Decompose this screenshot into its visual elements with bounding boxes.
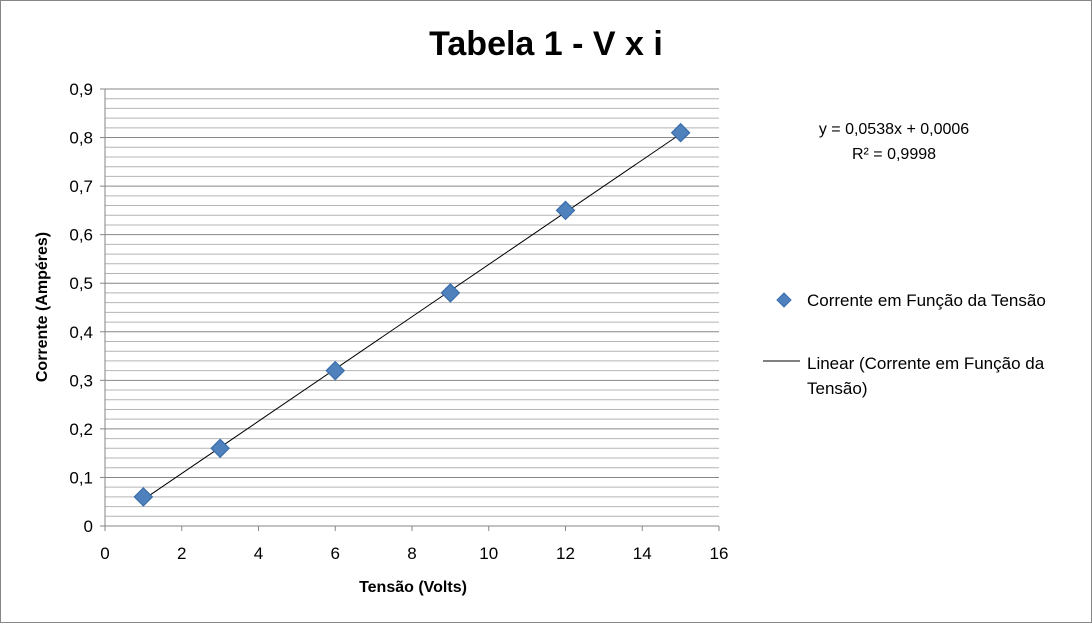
x-tick-label: 6: [331, 544, 340, 563]
x-axis-ticks: 0 2 4 6 8 10 12 14 16: [100, 526, 728, 563]
axes: [100, 89, 719, 531]
y-tick-label: 0,9: [69, 80, 93, 99]
data-point: [210, 438, 230, 459]
legend-diamond-icon: [776, 292, 792, 308]
trendline-equation: y = 0,0538x + 0,0006 R² = 0,9998: [819, 121, 969, 163]
legend-trendline-label-2: Tensão): [807, 379, 867, 398]
data-point: [133, 487, 154, 507]
y-axis-title: Corrente (Ampéres): [34, 232, 51, 382]
y-tick-label: 0,4: [69, 323, 93, 342]
trendline: [143, 133, 681, 500]
x-tick-label: 16: [710, 544, 729, 563]
y-tick-label: 0: [84, 517, 93, 536]
x-tick-label: 2: [177, 544, 186, 563]
x-tick-label: 14: [633, 544, 652, 563]
trendline-r-squared: R² = 0,9998: [852, 146, 936, 163]
chart-title: Tabela 1 - V x i: [429, 25, 663, 63]
gridlines: [105, 88, 719, 517]
x-axis-title: Tensão (Volts): [359, 579, 467, 596]
legend: Corrente em Função da Tensão Linear (Cor…: [763, 291, 1046, 398]
y-tick-label: 0,2: [69, 420, 93, 439]
legend-series-label: Corrente em Função da Tensão: [807, 291, 1046, 310]
data-point: [325, 360, 346, 381]
trendline-group: [143, 133, 681, 500]
y-tick-label: 0,5: [69, 274, 93, 293]
data-point: [670, 122, 691, 143]
x-tick-label: 8: [407, 544, 416, 563]
x-tick-label: 10: [479, 544, 498, 563]
data-point: [555, 200, 576, 221]
y-tick-label: 0,3: [69, 371, 93, 390]
trendline-equation-text: y = 0,0538x + 0,0006: [819, 121, 969, 138]
x-tick-label: 0: [100, 544, 109, 563]
legend-trendline-label-1: Linear (Corrente em Função da: [807, 354, 1045, 373]
y-axis-ticks: 0 0,1 0,2 0,3 0,4 0,5 0,6 0,7 0,8 0,9: [69, 80, 105, 536]
y-tick-label: 0,7: [69, 177, 93, 196]
x-tick-label: 4: [254, 544, 263, 563]
data-points: [133, 122, 691, 507]
y-tick-label: 0,1: [69, 468, 93, 487]
data-point: [440, 283, 461, 303]
y-tick-label: 0,8: [69, 129, 93, 148]
plot-area: 0 2 4 6 8 10 12 14 16 00,10,20,30,40,50,60,70,80…: [69, 80, 728, 563]
y-tick-label: 0,6: [69, 226, 93, 245]
x-tick-label: 12: [556, 544, 575, 563]
